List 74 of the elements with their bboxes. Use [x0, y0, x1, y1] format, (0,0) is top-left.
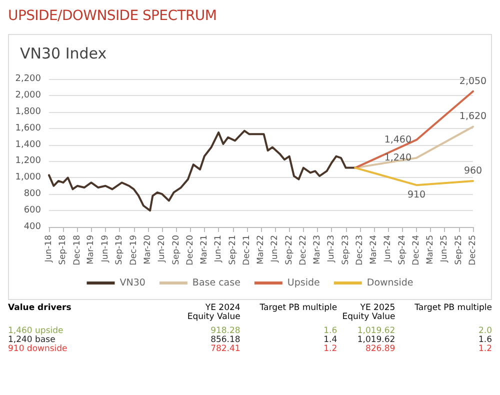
data-label: 1,240 — [384, 152, 412, 164]
x-tick-label: Mar-25 — [425, 235, 436, 264]
x-tick-label: Dec-20 — [185, 235, 196, 266]
text: 1.6 — [477, 334, 492, 345]
y-tick-label: 2,200 — [15, 74, 42, 84]
y-tick-label: 800 — [24, 189, 42, 200]
x-tick-label: Sep-23 — [340, 235, 351, 265]
x-tick-label: Jun-19 — [100, 235, 110, 264]
data-label: 2,050 — [459, 76, 487, 87]
x-tick-label: Dec-21 — [242, 235, 252, 266]
x-tick-label: Jun-21 — [214, 235, 224, 264]
legend-label: Base case — [192, 278, 241, 288]
x-tick-label: Sep-20 — [171, 235, 182, 265]
data-label: 910 — [407, 190, 426, 201]
x-tick-label: Dec-23 — [354, 235, 365, 266]
x-tick-label: Dec-22 — [298, 235, 308, 266]
text: Target PB multiple — [414, 303, 492, 315]
line-series — [48, 130, 356, 212]
x-tick-label: Sep-25 — [454, 235, 464, 265]
x-tick-label: Sep-21 — [228, 235, 238, 265]
x-tick-label: Dec-19 — [128, 235, 139, 266]
x-tick-label: Dec-18 — [72, 235, 82, 266]
text: 1,460 upside — [8, 326, 64, 336]
data-label: 960 — [464, 165, 482, 176]
data-label: 1,620 — [459, 111, 487, 122]
x-tick-label: Mar-19 — [86, 235, 96, 264]
x-tick-label: Jun-22 — [270, 235, 280, 264]
y-tick-label: 1,200 — [15, 156, 42, 166]
x-tick-label: Jun-23 — [326, 235, 337, 264]
text: 1.6 — [322, 326, 338, 336]
text: Target PB multiple — [258, 303, 338, 315]
text: 918.28 — [210, 326, 240, 336]
text: 2.0 — [477, 326, 492, 336]
x-tick-label: Dec-24 — [412, 235, 422, 266]
y-tick-label: 600 — [24, 206, 42, 216]
x-tick-label: Sep-18 — [58, 235, 68, 265]
chart-subtitle: VN30 Index — [20, 44, 107, 62]
x-tick-label: Sep-22 — [284, 235, 294, 265]
x-tick-label: Jun-18 — [44, 235, 54, 264]
text: 782.41 — [210, 344, 240, 354]
legend-label: Downside — [366, 278, 414, 288]
text: 1.2 — [322, 344, 338, 354]
x-tick-label: Jun-20 — [157, 235, 168, 264]
text: 1,240 base — [8, 334, 56, 345]
x-tick-label: Mar-21 — [199, 235, 210, 264]
y-tick-label: 400 — [24, 222, 42, 232]
text: 1,019.62 — [356, 334, 396, 345]
text: Value drivers — [8, 303, 72, 315]
text: 1.2 — [477, 344, 492, 354]
text: YE 2024 Equity Value — [186, 303, 240, 324]
text: 1,019.62 — [356, 326, 396, 336]
y-tick-label: 1,800 — [15, 106, 42, 117]
x-tick-label: Sep-24 — [397, 235, 408, 265]
x-tick-label: Jun-24 — [383, 235, 394, 264]
x-tick-label: Mar-20 — [142, 235, 153, 264]
chart-title: UPSIDE/DOWNSIDE SPECTRUM — [8, 8, 217, 24]
text: 910 downside — [8, 344, 68, 354]
x-tick-label: Mar-23 — [312, 235, 322, 264]
y-tick-label: 1,400 — [15, 140, 42, 150]
x-tick-label: Sep-19 — [114, 235, 125, 265]
text: YE 2025 Equity Value — [341, 303, 396, 324]
x-tick-label: Mar-22 — [256, 235, 266, 264]
legend-label: Upside — [287, 278, 320, 288]
data-label: 1,460 — [384, 134, 412, 146]
y-tick-label: 1,600 — [15, 123, 42, 134]
x-tick-label: Jun-25 — [440, 235, 450, 264]
text: 1.4 — [322, 334, 338, 345]
y-tick-label: 1,000 — [15, 172, 42, 183]
x-tick-label: Mar-24 — [368, 235, 379, 264]
x-tick-label: Dec-25 — [468, 235, 478, 266]
legend-label: VN30 — [120, 278, 146, 288]
text: 826.89 — [364, 344, 396, 354]
text: 856.18 — [210, 334, 240, 345]
y-tick-label: 2,000 — [15, 90, 42, 100]
